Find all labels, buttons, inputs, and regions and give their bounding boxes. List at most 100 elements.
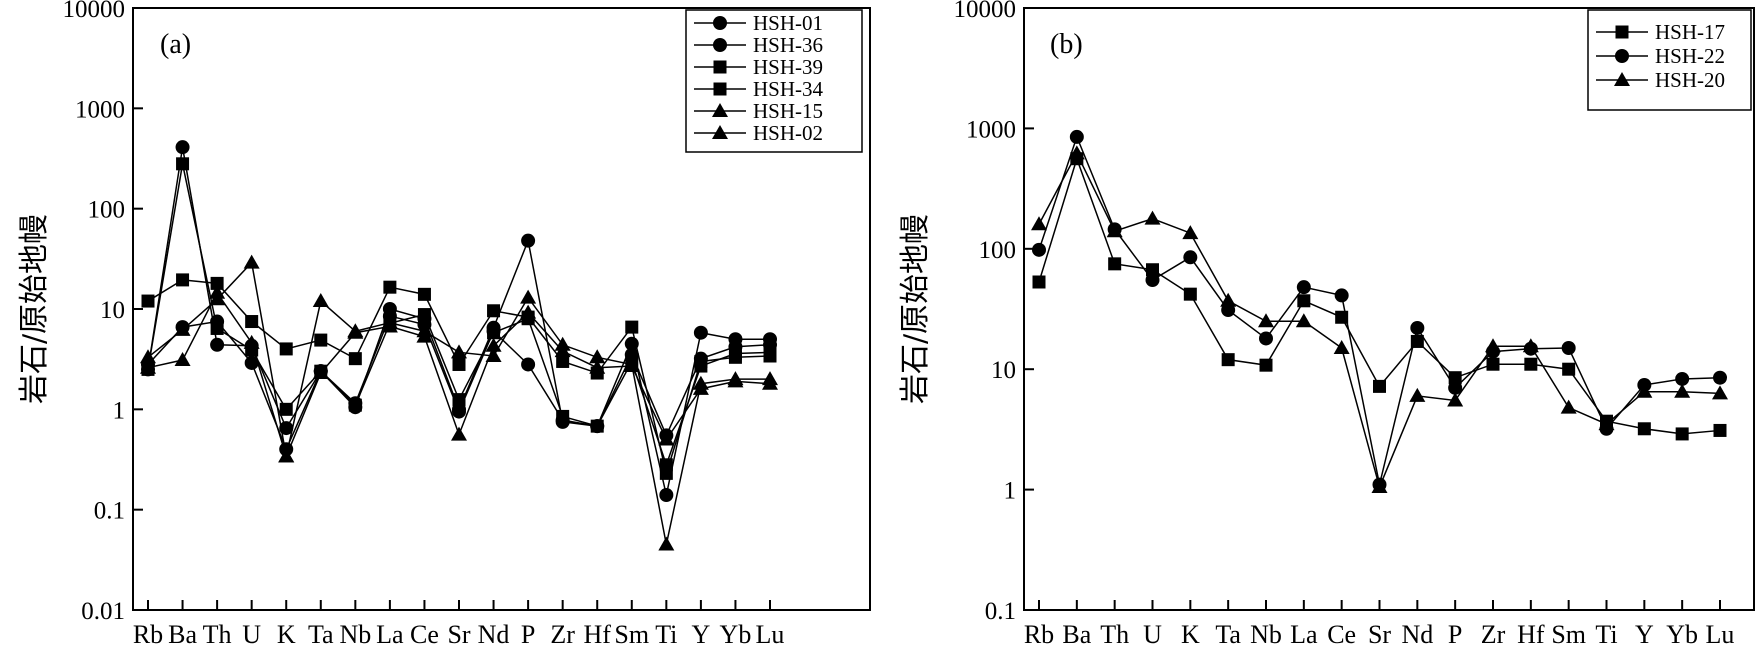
y-tick-label: 0.1 — [985, 598, 1016, 625]
x-ticks-b: Rb Ba Th U K Ta Nb La Ce Sr Nd P Zr Hf Sm Ti Y Yb Lu — [1024, 600, 1735, 649]
data-point-HSH-17-Rb — [1032, 275, 1046, 289]
y-tick-label: 10000 — [63, 0, 126, 23]
series-HSH-17 — [1032, 152, 1727, 441]
x-tick-label: Sm — [1551, 620, 1586, 649]
data-point-HSH-01-P — [521, 233, 536, 248]
data-point-HSH-20-Th — [1106, 223, 1123, 238]
legend-label: HSH-20 — [1655, 68, 1725, 92]
data-point-HSH-17-Yb — [1675, 427, 1689, 441]
legend-entry-HSH-22: HSH-22 — [1596, 44, 1725, 68]
series-HSH-02 — [140, 284, 778, 463]
data-point-HSH-02-Th — [209, 284, 226, 299]
x-tick-label: Lu — [756, 620, 785, 649]
data-point-HSH-39-Zr — [556, 354, 570, 368]
data-point-HSH-34-Lu — [763, 345, 777, 359]
data-point-HSH-17-Ta — [1221, 353, 1235, 367]
x-tick-label: Y — [1635, 620, 1654, 649]
data-point-HSH-17-Y — [1637, 422, 1651, 436]
x-tick-label: Sr — [447, 620, 470, 649]
data-point-HSH-20-Ta — [1220, 292, 1237, 307]
legend-label: HSH-39 — [753, 55, 823, 79]
data-point-HSH-20-Sr — [1371, 479, 1388, 494]
data-point-HSH-15-Hf — [589, 349, 606, 364]
legend-label: HSH-02 — [753, 121, 823, 145]
data-point-HSH-15-Ti — [658, 536, 675, 551]
x-tick-label: P — [521, 620, 535, 649]
data-point-HSH-02-K — [278, 448, 295, 463]
data-point-HSH-01-Y — [693, 325, 708, 340]
x-tick-label: Sm — [614, 620, 649, 649]
panel-label-a: (a) — [160, 29, 191, 60]
data-point-HSH-01-K — [279, 421, 294, 436]
data-point-HSH-22-Nd — [1410, 320, 1425, 335]
data-point-HSH-39-La — [383, 280, 397, 294]
x-ticks-a: Rb Ba Th U K Ta Nb La Ce Sr Nd P Zr Hf Sm Ti Y Yb Lu — [133, 600, 785, 649]
data-point-HSH-02-Yb — [727, 373, 744, 388]
data-point-HSH-34-Ce — [417, 308, 431, 322]
legend-marker-HSH-01 — [713, 16, 727, 30]
data-point-HSH-39-Ta — [314, 333, 328, 347]
legend-marker-HSH-34 — [713, 82, 727, 96]
y-tick-label: 0.1 — [94, 498, 125, 525]
legend-marker-HSH-02 — [712, 125, 728, 139]
legend-label: HSH-22 — [1655, 44, 1725, 68]
data-point-HSH-20-Lu — [1712, 385, 1728, 400]
data-point-HSH-34-Nd — [487, 326, 501, 340]
x-tick-label: Lu — [1706, 620, 1735, 649]
data-point-HSH-36-P — [521, 357, 536, 372]
legend-label: HSH-15 — [753, 99, 823, 123]
data-point-HSH-17-La — [1297, 294, 1311, 308]
data-point-HSH-34-Ti — [659, 458, 673, 472]
data-point-HSH-02-Ti — [658, 431, 675, 446]
x-tick-label: Ce — [1327, 620, 1356, 649]
data-point-HSH-39-Ce — [417, 287, 431, 301]
legend-entry-HSH-39: HSH-39 — [694, 55, 823, 79]
data-point-HSH-20-Zr — [1485, 338, 1501, 353]
data-point-HSH-15-Sr — [451, 344, 467, 359]
data-point-HSH-39-Sm — [625, 320, 639, 334]
x-tick-label: K — [277, 620, 296, 649]
data-point-HSH-20-Yb — [1674, 383, 1691, 398]
series-line-HSH-34 — [147, 163, 771, 468]
legend-label: HSH-34 — [753, 77, 824, 101]
data-point-HSH-20-P — [1447, 392, 1464, 407]
x-tick-label: Rb — [133, 620, 163, 649]
x-tick-label: Ba — [1062, 620, 1091, 649]
data-point-HSH-02-Rb — [140, 359, 156, 374]
y-axis-label-a: 岩石/原始地幔 — [17, 214, 52, 404]
x-tick-label: Ti — [1595, 620, 1617, 649]
y-tick-label: 100 — [88, 197, 126, 224]
data-point-HSH-22-La — [1296, 280, 1311, 295]
legend-label: HSH-01 — [753, 11, 823, 35]
y-ticks-a: 0.01 0.1 1 10 100 1000 10000 — [63, 0, 143, 625]
data-point-HSH-22-Rb — [1032, 242, 1046, 257]
x-tick-label: Y — [691, 620, 710, 649]
legend-label: HSH-17 — [1655, 20, 1725, 44]
legend-label: HSH-36 — [753, 33, 823, 57]
data-point-HSH-17-K — [1183, 287, 1197, 301]
data-point-HSH-02-Sr — [451, 426, 467, 441]
data-point-HSH-17-Zr — [1486, 357, 1500, 371]
x-tick-label: Zr — [1481, 620, 1506, 649]
data-point-HSH-20-Ce — [1333, 339, 1350, 354]
x-tick-label: Ta — [1215, 620, 1241, 649]
legend-entry-HSH-01: HSH-01 — [694, 11, 823, 35]
x-tick-label: Yb — [1666, 620, 1698, 649]
data-point-HSH-17-Th — [1108, 257, 1122, 271]
data-point-HSH-02-Nb — [347, 324, 364, 339]
data-point-HSH-20-Ba — [1068, 145, 1085, 160]
data-point-HSH-34-K — [279, 402, 293, 416]
legend-marker-HSH-39 — [713, 60, 727, 74]
x-tick-label: U — [1143, 620, 1162, 649]
legend-box-b — [1587, 9, 1752, 111]
data-point-HSH-17-U — [1146, 263, 1159, 277]
series-HSH-22 — [1032, 129, 1727, 492]
series-line-HSH-01 — [147, 147, 770, 496]
x-tick-label: P — [1448, 620, 1462, 649]
data-point-HSH-17-Nb — [1259, 358, 1273, 372]
data-point-HSH-17-Hf — [1524, 357, 1538, 371]
x-tick-label: Yb — [720, 620, 752, 649]
x-tick-label: Sr — [1368, 620, 1391, 649]
